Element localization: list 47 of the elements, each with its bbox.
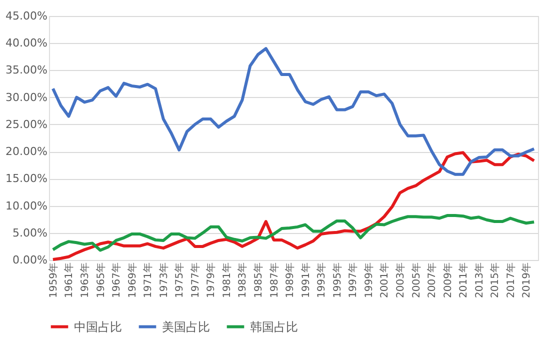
legend-label: 中国占比 bbox=[74, 320, 122, 334]
x-tick-label: 1981年 bbox=[220, 262, 233, 298]
x-tick-label: 1983年 bbox=[236, 262, 249, 298]
y-tick-label: 40.00% bbox=[6, 36, 48, 50]
x-tick-label: 2009年 bbox=[442, 262, 454, 298]
x-tick-label: 1971年 bbox=[142, 262, 154, 298]
x-tick-label: 1965年 bbox=[94, 262, 107, 298]
x-tick-label: 1991年 bbox=[300, 262, 312, 298]
x-tick-label: 1967年 bbox=[110, 262, 123, 298]
x-tick-label: 1987年 bbox=[268, 262, 280, 298]
y-tick-label: 30.00% bbox=[6, 90, 48, 104]
x-tick-label: 2015年 bbox=[489, 262, 502, 298]
x-tick-label: 1995年 bbox=[331, 262, 344, 298]
y-tick-label: 20.00% bbox=[6, 145, 48, 158]
y-tick-label: 10.00% bbox=[6, 199, 48, 212]
x-tick-label: 2019年 bbox=[520, 262, 533, 298]
x-tick-label: 1993年 bbox=[316, 262, 328, 298]
y-tick-label: 15.00% bbox=[6, 172, 48, 186]
x-tick-label: 2003年 bbox=[394, 262, 406, 298]
x-tick-label: 2001年 bbox=[378, 262, 391, 298]
line-series bbox=[51, 47, 536, 176]
y-tick-label: 0.00% bbox=[12, 254, 48, 266]
x-tick-label: 2011年 bbox=[458, 262, 470, 298]
line-series bbox=[51, 214, 536, 252]
x-tick-label: 2005年 bbox=[410, 262, 422, 298]
legend-label: 美国占比 bbox=[162, 320, 210, 334]
y-tick-label: 45.00% bbox=[6, 10, 48, 22]
x-tick-label: 1963年 bbox=[78, 262, 91, 298]
y-tick-label: 25.00% bbox=[6, 118, 48, 131]
x-tick-label: 2013年 bbox=[473, 262, 486, 298]
x-tick-label: 2017年 bbox=[504, 262, 517, 298]
x-tick-label: 1989年 bbox=[284, 262, 296, 298]
x-tick-label: 1985年 bbox=[252, 262, 265, 298]
x-tick-label: 1997年 bbox=[347, 262, 360, 298]
x-tick-label: 1975年 bbox=[174, 262, 186, 298]
line-series bbox=[51, 151, 536, 261]
x-tick-label: 2007年 bbox=[426, 262, 438, 298]
x-tick-label: 1969年 bbox=[126, 262, 138, 298]
legend-label: 韩国占比 bbox=[250, 320, 298, 334]
y-tick-label: 5.00% bbox=[12, 226, 48, 240]
x-tick-label: 1959年 bbox=[47, 262, 60, 298]
y-tick-label: 35.00% bbox=[6, 64, 48, 77]
x-tick-label: 1973年 bbox=[158, 262, 170, 298]
x-tick-label: 1999年 bbox=[362, 262, 375, 298]
x-tick-label: 1977年 bbox=[189, 262, 202, 298]
x-tick-label: 1979年 bbox=[205, 262, 218, 298]
x-tick-label: 1961年 bbox=[63, 262, 76, 298]
